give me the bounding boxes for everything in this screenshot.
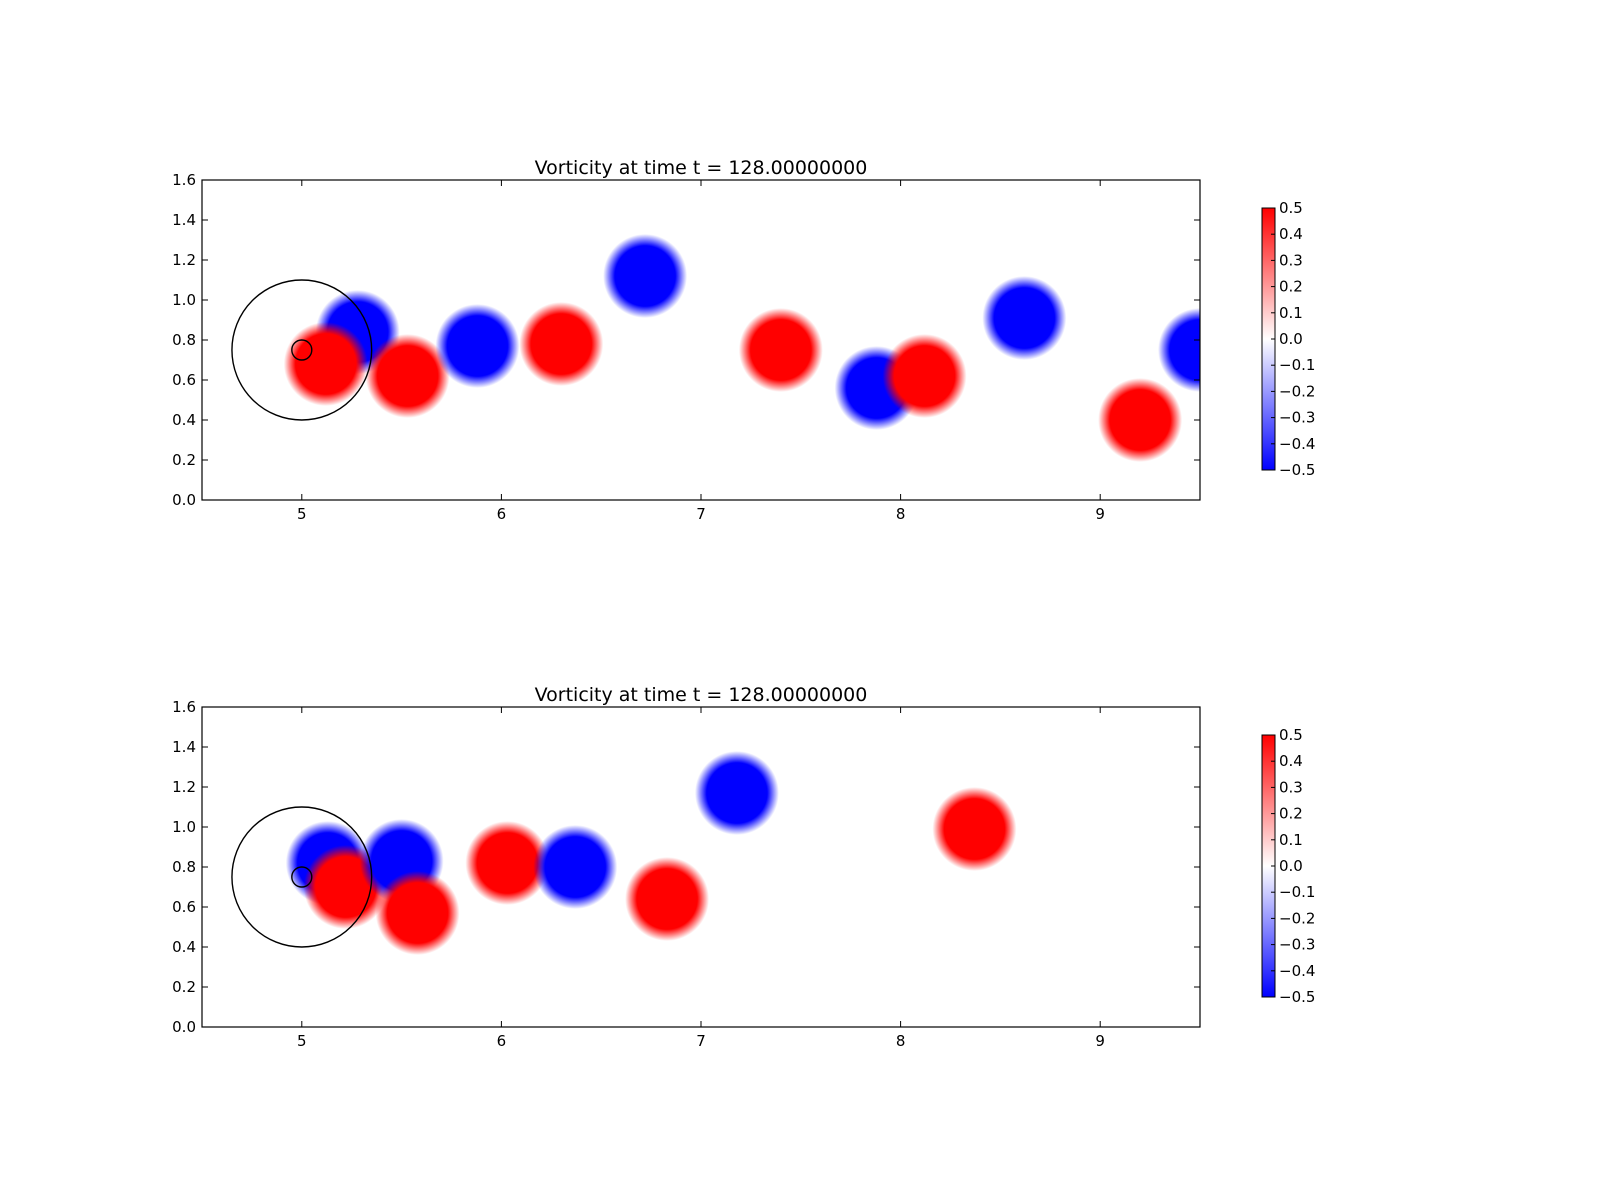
x-tick-label: 9 <box>1095 505 1105 523</box>
colorbar-tick-label: 0.2 <box>1279 278 1303 296</box>
y-tick-label: 1.6 <box>172 171 196 189</box>
panel-2-title: Vorticity at time t = 128.00000000 <box>535 684 868 706</box>
x-tick-label: 6 <box>497 1032 507 1050</box>
x-tick-label: 8 <box>896 1032 906 1050</box>
colorbar-tick-label: −0.1 <box>1279 883 1315 901</box>
positive-vortex-7 <box>625 857 710 941</box>
positive-vortex-4 <box>375 871 460 955</box>
positive-vortex-2 <box>283 322 368 406</box>
colorbar-tick-label: −0.5 <box>1279 988 1315 1006</box>
x-tick-label: 8 <box>896 505 906 523</box>
y-tick-label: 0.8 <box>172 331 196 349</box>
colorbar-tick-label: −0.5 <box>1279 461 1315 479</box>
panel-2-plot-area <box>202 707 1200 1027</box>
y-tick-label: 0.6 <box>172 898 196 916</box>
positive-vortex-9 <box>932 787 1017 871</box>
panel-1-plot-area <box>202 180 1200 500</box>
panel-2-x-axis: 5 6 7 8 9 <box>297 707 1105 1050</box>
y-tick-label: 0.0 <box>172 491 196 509</box>
colorbar-tick-label: −0.2 <box>1279 382 1315 400</box>
x-tick-label: 7 <box>696 505 706 523</box>
colorbar-tick-label: 0.1 <box>1279 831 1303 849</box>
x-tick-label: 5 <box>297 1032 307 1050</box>
y-tick-label: 1.6 <box>172 698 196 716</box>
negative-vortex-8 <box>694 751 779 835</box>
panel-1-x-axis: 5 6 7 8 9 <box>297 180 1105 523</box>
colorbar-tick-label: 0.2 <box>1279 805 1303 823</box>
positive-vortex-9 <box>882 334 967 418</box>
x-tick-label: 5 <box>297 505 307 523</box>
y-tick-label: 0.4 <box>172 411 196 429</box>
positive-vortex-11 <box>1098 378 1183 462</box>
panel-2-colorbar: 0.5 0.4 0.3 0.2 0.1 0.0 −0.1 −0.2 −0.3 −0.4 −0.5 <box>1261 726 1315 1006</box>
panel-1-title: Vorticity at time t = 128.00000000 <box>535 157 868 179</box>
y-tick-label: 1.4 <box>172 738 196 756</box>
outer-circle <box>231 279 373 421</box>
y-tick-label: 1.0 <box>172 291 196 309</box>
positive-vortex-3 <box>365 334 450 418</box>
y-tick-label: 0.6 <box>172 371 196 389</box>
colorbar-tick-label: 0.0 <box>1279 330 1303 348</box>
x-tick-label: 9 <box>1095 1032 1105 1050</box>
panel-2: Vorticity at time t = 128.00000000 5 6 7 8 9… <box>172 684 1315 1050</box>
y-tick-label: 1.2 <box>172 778 196 796</box>
inner-circle <box>291 866 313 888</box>
y-tick-label: 1.4 <box>172 211 196 229</box>
y-tick-label: 1.2 <box>172 251 196 269</box>
colorbar-tick-label: 0.4 <box>1279 225 1303 243</box>
x-tick-label: 7 <box>696 1032 706 1050</box>
panel-1-body-circles <box>231 279 373 421</box>
inner-circle <box>291 339 313 361</box>
negative-vortex-10 <box>982 276 1067 360</box>
colorbar-tick-label: 0.5 <box>1279 726 1303 744</box>
colorbar-tick-label: 0.3 <box>1279 778 1303 796</box>
panel-2-vortices <box>285 751 1017 955</box>
colorbar-tick-label: 0.4 <box>1279 752 1303 770</box>
panel-1-vortices <box>283 234 1200 462</box>
colorbar-tick-label: 0.5 <box>1279 199 1303 217</box>
colorbar-tick-label: −0.4 <box>1279 962 1315 980</box>
outer-circle <box>231 806 373 948</box>
y-tick-label: 0.4 <box>172 938 196 956</box>
negative-vortex-6 <box>533 825 618 909</box>
y-tick-label: 0.8 <box>172 858 196 876</box>
colorbar-tick-label: 0.3 <box>1279 251 1303 269</box>
positive-vortex-5 <box>465 821 550 905</box>
panel-1-colorbar: 0.5 0.4 0.3 0.2 0.1 0.0 −0.1 −0.2 −0.3 −0.4 −0.5 <box>1261 199 1315 479</box>
positive-vortex-7 <box>738 308 823 392</box>
y-tick-label: 0.2 <box>172 451 196 469</box>
panel-1-y-axis: 0.0 0.2 0.4 0.6 0.8 1.0 1.2 1.4 1.6 <box>172 171 1200 509</box>
colorbar-tick-label: 0.1 <box>1279 304 1303 322</box>
panel-1: Vorticity at time t = 128.00000000 5 6 7 8 9… <box>172 157 1315 523</box>
panel-1-colorbar-ticks: 0.5 0.4 0.3 0.2 0.1 0.0 −0.1 −0.2 −0.3 −0.4 −0.5 <box>1271 199 1315 479</box>
negative-vortex-12 <box>1158 308 1200 392</box>
negative-vortex-6 <box>603 234 688 318</box>
negative-vortex-4 <box>435 304 520 388</box>
colorbar-tick-label: −0.3 <box>1279 409 1315 427</box>
panel-2-y-axis: 0.0 0.2 0.4 0.6 0.8 1.0 1.2 1.4 1.6 <box>172 698 1200 1036</box>
colorbar-tick-label: −0.3 <box>1279 936 1315 954</box>
colorbar-tick-label: −0.1 <box>1279 356 1315 374</box>
positive-vortex-5 <box>519 302 604 386</box>
y-tick-label: 0.0 <box>172 1018 196 1036</box>
panel-2-colorbar-ticks: 0.5 0.4 0.3 0.2 0.1 0.0 −0.1 −0.2 −0.3 −0.4 −0.5 <box>1271 726 1315 1006</box>
y-tick-label: 1.0 <box>172 818 196 836</box>
x-tick-label: 6 <box>497 505 507 523</box>
colorbar-tick-label: 0.0 <box>1279 857 1303 875</box>
y-tick-label: 0.2 <box>172 978 196 996</box>
colorbar-tick-label: −0.2 <box>1279 909 1315 927</box>
colorbar-tick-label: −0.4 <box>1279 435 1315 453</box>
panel-2-body-circles <box>231 806 373 948</box>
